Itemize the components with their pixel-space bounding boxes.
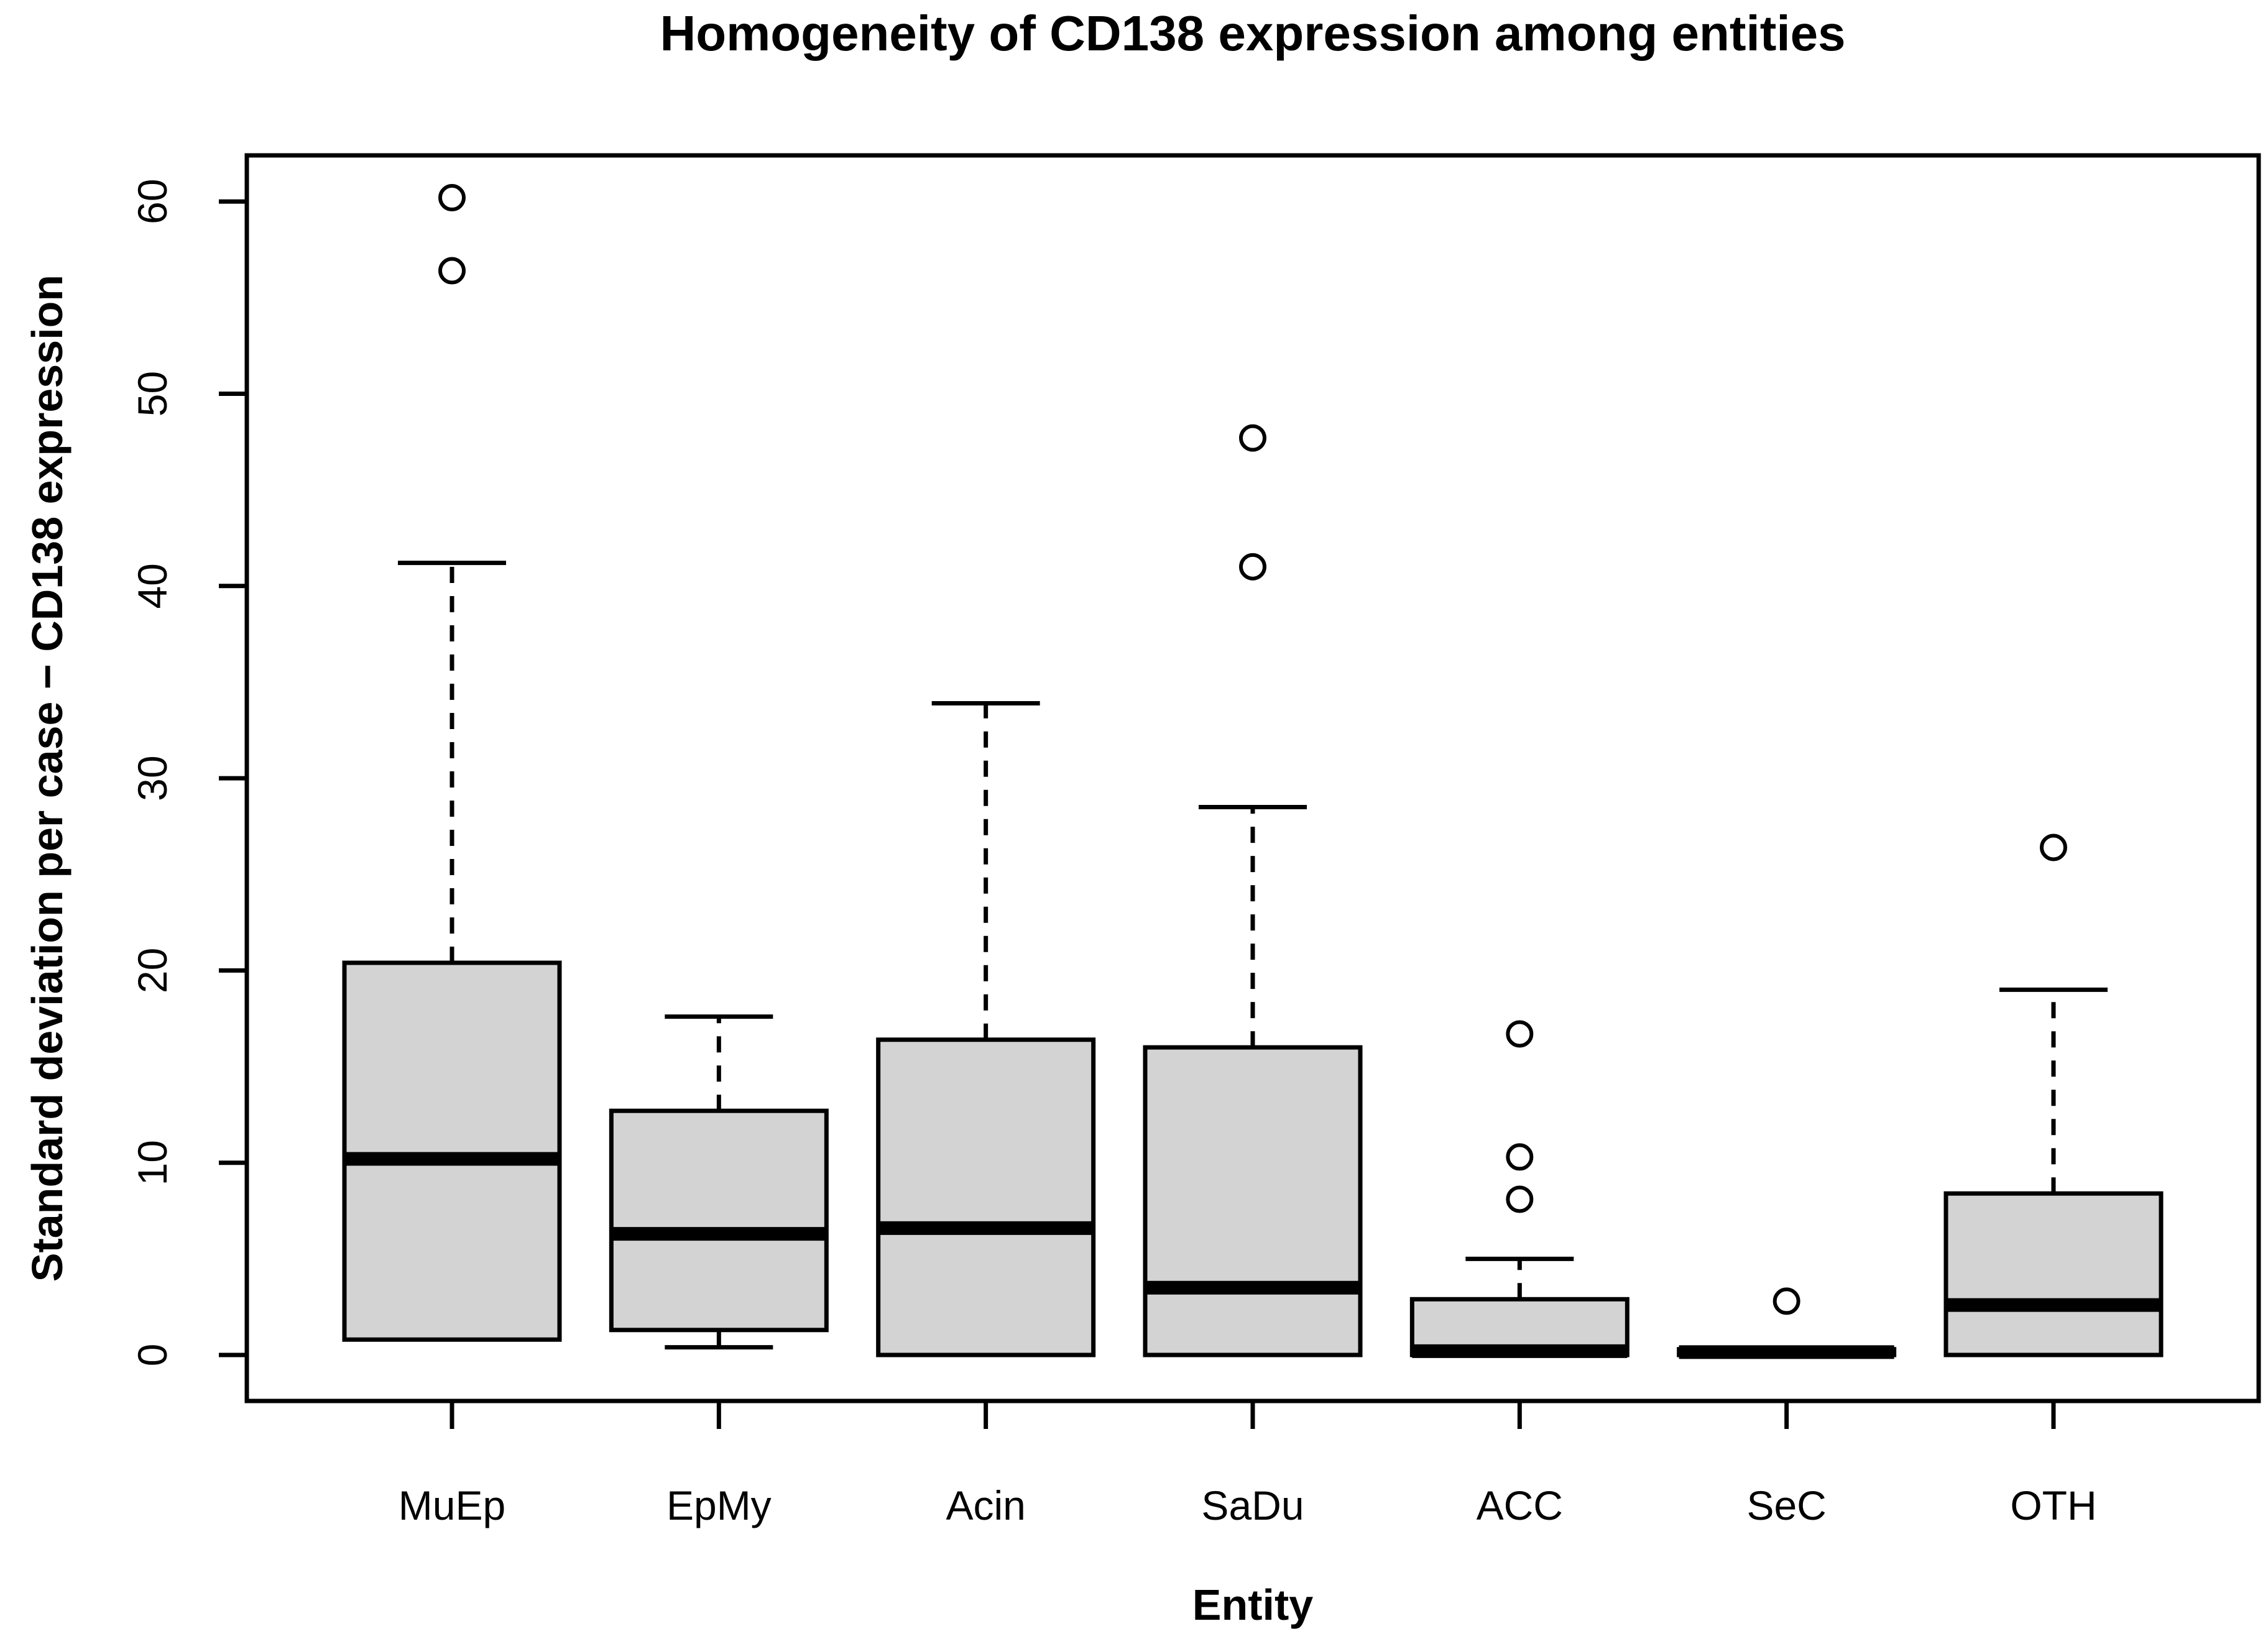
- category-label-EpMy: EpMy: [666, 1482, 772, 1528]
- box-SaDu: [1143, 1045, 1363, 1357]
- outlier-ACC-1: [1506, 1143, 1534, 1171]
- box-MuEp: [342, 960, 562, 1342]
- category-label-ACC: ACC: [1477, 1482, 1563, 1528]
- y-tick-label-40: 40: [129, 563, 175, 608]
- outlier-ACC-2: [1506, 1020, 1534, 1048]
- y-tick-label-10: 10: [129, 1140, 175, 1185]
- chart-title: Homogeneity of CD138 expression among en…: [660, 6, 1846, 61]
- category-label-Acin: Acin: [946, 1482, 1025, 1528]
- y-tick-label-50: 50: [129, 371, 175, 416]
- category-label-SaDu: SaDu: [1201, 1482, 1304, 1528]
- y-tick-label-30: 30: [129, 755, 175, 801]
- y-tick-label-60: 60: [129, 178, 175, 224]
- outlier-MuEp-0: [438, 257, 466, 285]
- outlier-ACC-0: [1506, 1185, 1534, 1213]
- box-OTH: [1943, 1191, 2164, 1357]
- outlier-SaDu-1: [1238, 424, 1266, 452]
- box-Acin: [876, 1037, 1096, 1357]
- y-tick-label-20: 20: [129, 948, 175, 993]
- x-axis-title: Entity: [1192, 1581, 1314, 1629]
- outlier-OTH-0: [2039, 833, 2067, 861]
- category-label-SeC: SeC: [1746, 1482, 1826, 1528]
- y-tick-label-0: 0: [129, 1344, 175, 1367]
- outlier-SeC-0: [1772, 1287, 1800, 1315]
- category-label-MuEp: MuEp: [399, 1482, 505, 1528]
- box-EpMy: [609, 1108, 829, 1333]
- outlier-SaDu-0: [1238, 553, 1266, 581]
- outlier-MuEp-1: [438, 184, 466, 212]
- category-label-OTH: OTH: [2010, 1482, 2096, 1528]
